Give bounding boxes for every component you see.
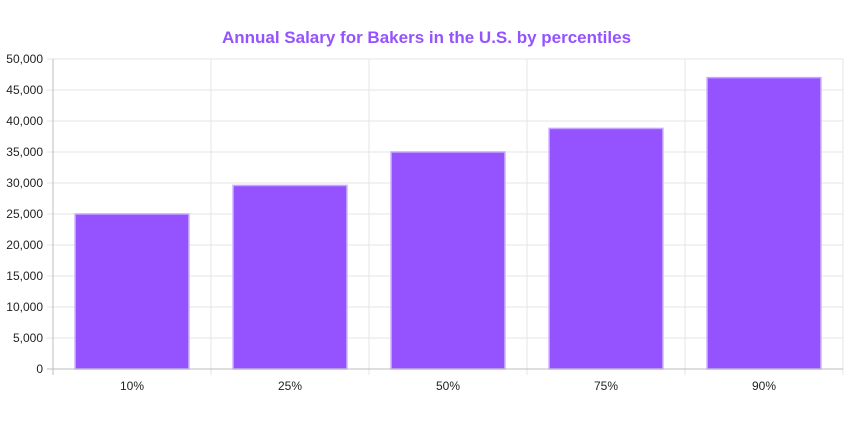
y-tick-label: 40,000 bbox=[6, 114, 43, 128]
bar bbox=[390, 151, 506, 370]
x-tick-label: 50% bbox=[436, 379, 460, 393]
y-tick-label: 15,000 bbox=[6, 269, 43, 283]
y-tick-label: 10,000 bbox=[6, 300, 43, 314]
tick-labels: 0 5,000 10,000 15,000 20,000 25,000 30,000 35,0… bbox=[6, 52, 776, 393]
y-tick-label: 45,000 bbox=[6, 83, 43, 97]
bar bbox=[74, 213, 190, 370]
y-tick-label: 25,000 bbox=[6, 207, 43, 221]
chart-title: Annual Salary for Bakers in the U.S. by … bbox=[221, 28, 632, 47]
y-tick-label: 5,000 bbox=[13, 331, 43, 345]
y-tick-label: 20,000 bbox=[6, 238, 43, 252]
x-tick-label: 10% bbox=[120, 379, 144, 393]
y-tick-label: 30,000 bbox=[6, 176, 43, 190]
x-tick-label: 25% bbox=[278, 379, 302, 393]
bar bbox=[232, 184, 348, 370]
y-tick-label: 35,000 bbox=[6, 145, 43, 159]
y-tick-label: 50,000 bbox=[6, 52, 43, 66]
bar bbox=[548, 127, 664, 370]
x-tick-label: 75% bbox=[594, 379, 618, 393]
x-tick-label: 90% bbox=[752, 379, 776, 393]
y-tick-label: 0 bbox=[36, 362, 43, 376]
bar bbox=[706, 76, 822, 370]
